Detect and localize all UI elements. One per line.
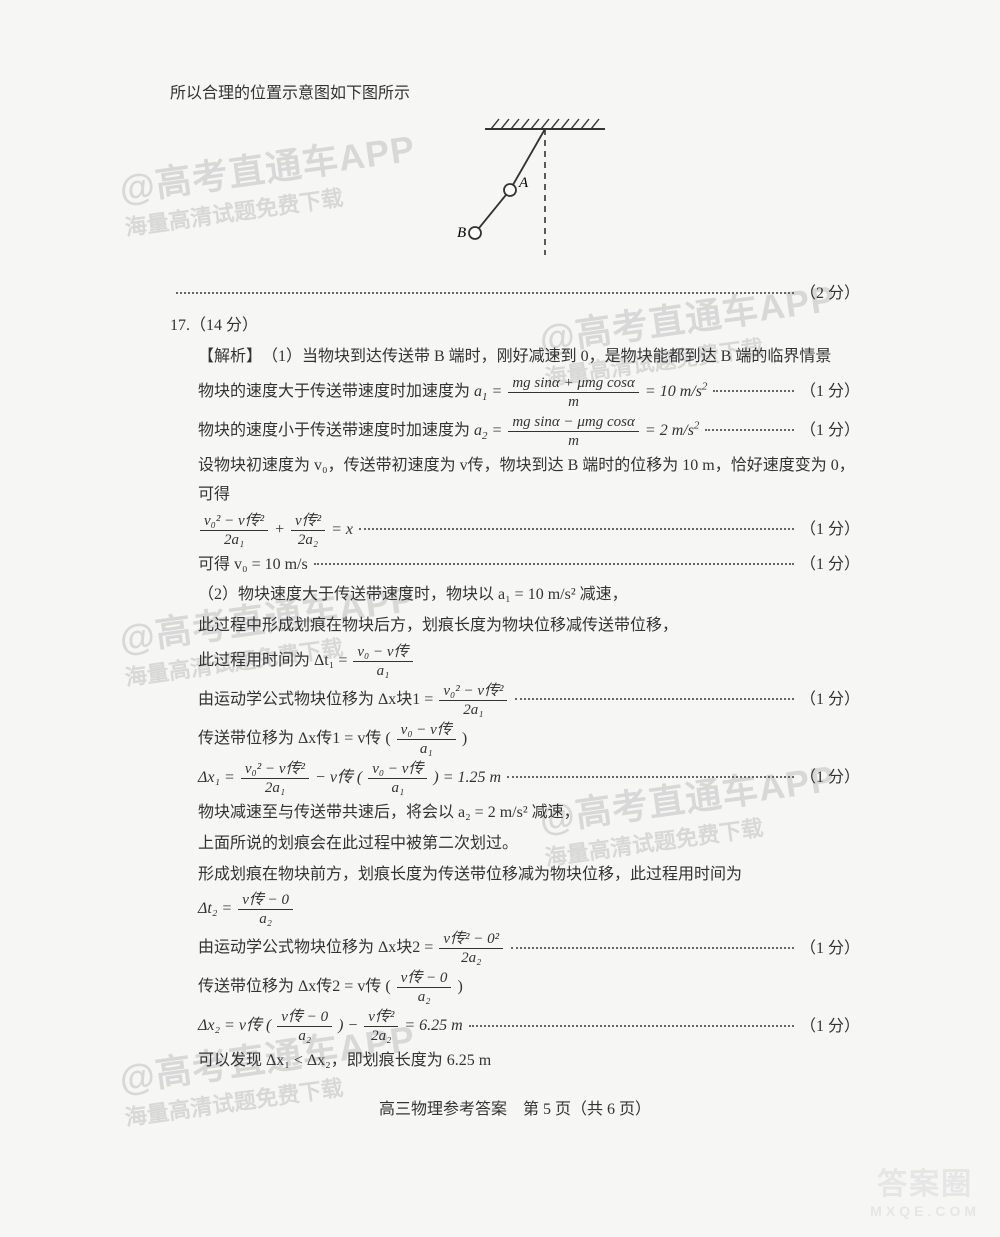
mid: − v传 ( <box>315 769 366 786</box>
after: = 2 m/s <box>645 422 694 439</box>
p3-l5: 由运动学公式物块位移为 Δx块2 = v传² − 0²2a₂ （1 分） <box>198 930 860 967</box>
p3-l4: Δt₂ = v传 − 0a₂ <box>198 891 860 928</box>
p3-l1: 物块减速至与传送带共速后，将会以 a₂ = 2 m/s² 减速， <box>198 799 860 828</box>
p2-l5: 传送带位移为 Δx传1 = v传 ( v₀ − v传a₁ ) <box>198 721 860 758</box>
p2-l3: 此过程用时间为 Δt₁ = v₀ − v传a₁ <box>198 643 860 680</box>
score: （1 分） <box>800 1013 860 1042</box>
mid: ) − <box>338 1018 362 1035</box>
q17-line6: 可得 v₀ = 10 m/s （1 分） <box>198 551 860 580</box>
text: 由运动学公式物块位移为 Δx块2 = <box>198 940 437 957</box>
p2-l4: 由运动学公式物块位移为 Δx块1 = v₀² − v传²2a₁ （1 分） <box>198 682 860 719</box>
l3-text: 物块的速度小于传送带速度时加速度为 <box>198 422 474 439</box>
den: a₁ <box>353 662 412 680</box>
text: 由运动学公式物块位移为 Δx块1 = <box>198 691 437 708</box>
num: mg sinα + μmg cosα <box>508 374 639 393</box>
corner-text-1: 答案圈 <box>870 1159 980 1203</box>
sup: 2 <box>694 420 700 432</box>
p3-l7: Δx₂ = v传 ( v传 − 0a₂ ) − v传²2a₂ = 6.25 m … <box>198 1008 860 1045</box>
p2-l6: Δx₁ = v₀² − v传²2a₁ − v传 ( v₀ − v传a₁ ) = … <box>198 760 860 797</box>
score-line-top: （2 分） <box>170 280 860 309</box>
p2-l1: （2）物块速度大于传送带速度时，物块以 a₁ = 10 m/s² 减速， <box>198 581 860 610</box>
sup: 2 <box>702 381 708 393</box>
score: （1 分） <box>800 417 860 446</box>
den: a₂ <box>277 1027 332 1045</box>
num: v₀² − v传² <box>241 760 309 779</box>
den: a₁ <box>397 740 456 758</box>
den: 2a₂ <box>291 531 325 549</box>
label-B: B <box>457 225 466 241</box>
num: v₀² − v传² <box>439 682 507 701</box>
den: a₁ <box>368 779 427 797</box>
score: （1 分） <box>800 551 860 580</box>
p3-l8: 可以发现 Δx₁ < Δx₂，即划痕长度为 6.25 m <box>198 1047 860 1076</box>
text: Δt₂ = <box>198 901 236 918</box>
question-17-number: 17.（14 分） <box>170 312 860 341</box>
text: 此过程用时间为 Δt₁ = <box>198 652 351 669</box>
eqx: = x <box>331 521 353 538</box>
page-footer: 高三物理参考答案 第 5 页（共 6 页） <box>170 1096 860 1125</box>
score: （1 分） <box>800 935 860 964</box>
den: a₂ <box>397 988 452 1006</box>
num: v传² <box>291 512 325 531</box>
p3-l3: 形成划痕在物块前方，划痕长度为传送带位移减为物块位移，此过程用时间为 <box>198 861 860 890</box>
q17-line4: 设物块初速度为 v₀，传送带初速度为 v传，物块到达 B 端时的位移为 10 m… <box>198 452 860 510</box>
score: （1 分） <box>800 516 860 545</box>
score-2: （2 分） <box>800 280 860 309</box>
l2-after: = 10 m/s <box>645 383 702 400</box>
score: （1 分） <box>800 764 860 793</box>
den: 2a₂ <box>439 949 503 967</box>
score: （1 分） <box>800 686 860 715</box>
after: ) = 1.25 m <box>433 769 501 786</box>
den: 2a₁ <box>200 531 268 549</box>
page-content: 所以合理的位置示意图如下图所示 A B <box>0 0 1000 1165</box>
num: v传 − 0 <box>397 969 452 988</box>
label-A: A <box>518 175 529 191</box>
after: = 6.25 m <box>404 1018 462 1035</box>
q17-line2: 物块的速度大于传送带速度时加速度为 a1 = mg sinα + μmg cos… <box>198 374 860 411</box>
num: v传 − 0 <box>238 891 293 910</box>
num: v传² <box>364 1008 398 1027</box>
p2-l2: 此过程中形成划痕在物块后方，划痕长度为物块位移减传送带位移， <box>198 612 860 641</box>
q17-line5: v₀² − v传²2a₁ + v传²2a₂ = x （1 分） <box>198 512 860 549</box>
num: v传² − 0² <box>439 930 503 949</box>
score: （1 分） <box>800 378 860 407</box>
den: m <box>508 432 639 450</box>
corner-logo: 答案圈 MXQE.COM <box>870 1159 980 1219</box>
q17-line3: 物块的速度小于传送带速度时加速度为 a2 = mg sinα − μmg cos… <box>198 413 860 450</box>
num: v₀ − v传 <box>353 643 412 662</box>
dx1: Δx₁ = <box>198 769 239 786</box>
pendulum-diagram: A B <box>170 115 860 276</box>
text: 传送带位移为 Δx传1 = v传 ( <box>198 730 395 747</box>
dx2: Δx₂ = v传 ( <box>198 1018 275 1035</box>
a: a <box>474 422 482 439</box>
num: v₀ − v传 <box>397 721 456 740</box>
after: ) <box>462 730 467 747</box>
den: 2a₁ <box>439 701 507 719</box>
a: a <box>474 383 482 400</box>
den: m <box>508 393 639 411</box>
num: v传 − 0 <box>277 1008 332 1027</box>
num: mg sinα − μmg cosα <box>508 413 639 432</box>
text: 传送带位移为 Δx传2 = v传 ( <box>198 979 395 996</box>
num: v₀ − v传 <box>368 760 427 779</box>
p3-l2: 上面所说的划痕会在此过程中被第二次划过。 <box>198 830 860 859</box>
den: 2a₁ <box>241 779 309 797</box>
q17-line1: 【解析】 （1）当物块到达传送带 B 端时，刚好减速到 0，是物块能都到达 B … <box>198 343 860 372</box>
p3-l6: 传送带位移为 Δx传2 = v传 ( v传 − 0a₂ ) <box>198 969 860 1006</box>
den: 2a₂ <box>364 1027 398 1045</box>
intro-text: 所以合理的位置示意图如下图所示 <box>170 80 860 109</box>
sub: 2 <box>482 430 488 442</box>
l6: 可得 v₀ = 10 m/s <box>198 551 308 580</box>
after: ) <box>457 979 462 996</box>
den: a₂ <box>238 910 293 928</box>
corner-text-2: MXQE.COM <box>870 1203 980 1219</box>
eq: = <box>488 383 507 400</box>
num: v₀² − v传² <box>200 512 268 531</box>
l2-text: 物块的速度大于传送带速度时加速度为 <box>198 383 474 400</box>
